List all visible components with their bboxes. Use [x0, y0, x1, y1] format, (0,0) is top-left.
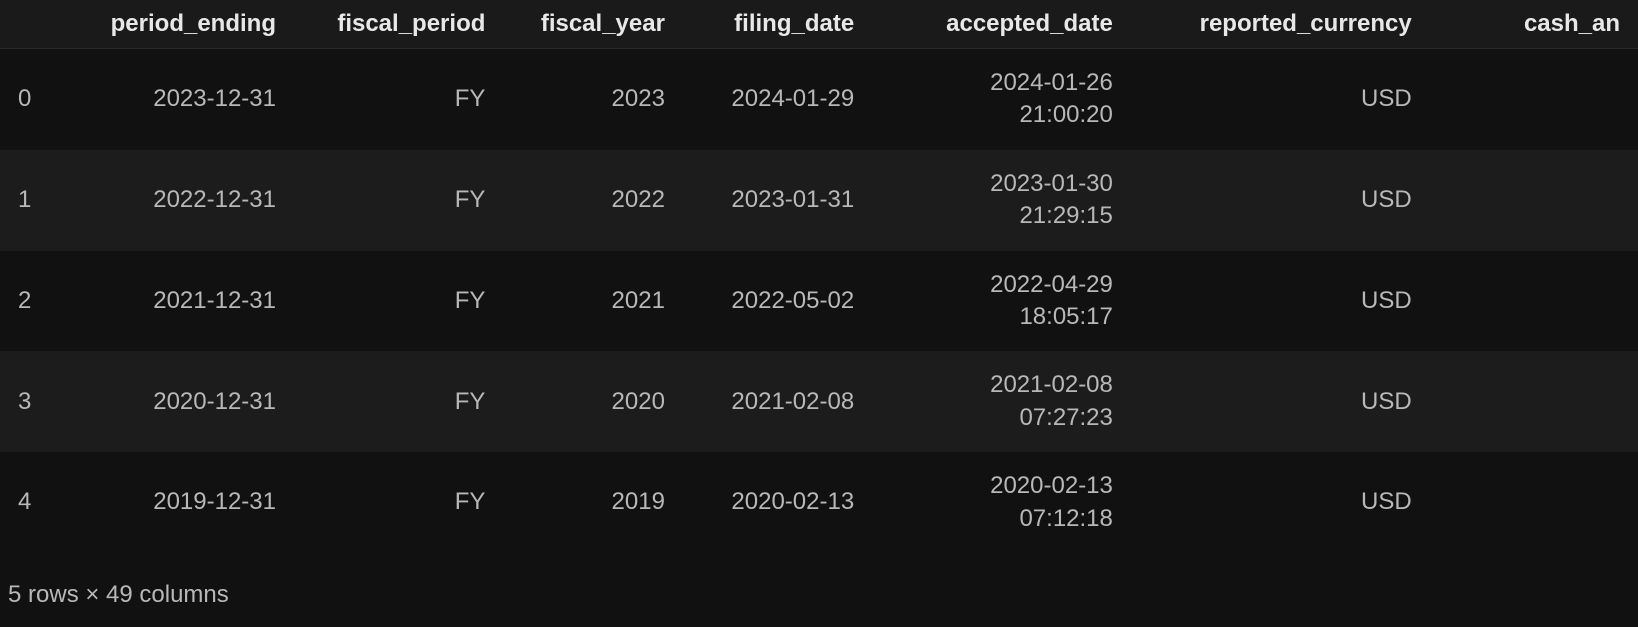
cell-fiscal-year: 2019	[503, 452, 683, 553]
cell-reported-currency: USD	[1131, 452, 1430, 553]
index-header	[0, 0, 55, 49]
table-row: 4 2019-12-31 FY 2019 2020-02-13 2020-02-…	[0, 452, 1638, 553]
cell-period-ending: 2022-12-31	[55, 150, 294, 251]
cell-fiscal-period: FY	[294, 452, 503, 553]
cell-fiscal-period: FY	[294, 251, 503, 352]
cell-filing-date: 2024-01-29	[683, 49, 872, 150]
cell-filing-date: 2022-05-02	[683, 251, 872, 352]
table-row: 3 2020-12-31 FY 2020 2021-02-08 2021-02-…	[0, 351, 1638, 452]
cell-cash	[1430, 49, 1638, 150]
column-header-fiscal-year: fiscal_year	[503, 0, 683, 49]
cell-fiscal-year: 2021	[503, 251, 683, 352]
dataframe-shape-footer: 5 rows × 49 columns	[0, 553, 1638, 627]
cell-accepted-date: 2023-01-30 21:29:15	[872, 150, 1131, 251]
cell-filing-date: 2020-02-13	[683, 452, 872, 553]
cell-reported-currency: USD	[1131, 251, 1430, 352]
dataframe-table-container: period_ending fiscal_period fiscal_year …	[0, 0, 1638, 553]
row-index: 3	[0, 351, 55, 452]
row-index: 4	[0, 452, 55, 553]
cell-accepted-date: 2020-02-13 07:12:18	[872, 452, 1131, 553]
cell-cash	[1430, 452, 1638, 553]
cell-period-ending: 2020-12-31	[55, 351, 294, 452]
cell-filing-date: 2023-01-31	[683, 150, 872, 251]
cell-fiscal-period: FY	[294, 49, 503, 150]
cell-accepted-date: 2024-01-26 21:00:20	[872, 49, 1131, 150]
table-header-row: period_ending fiscal_period fiscal_year …	[0, 0, 1638, 49]
table-row: 1 2022-12-31 FY 2022 2023-01-31 2023-01-…	[0, 150, 1638, 251]
cell-accepted-date: 2021-02-08 07:27:23	[872, 351, 1131, 452]
cell-reported-currency: USD	[1131, 150, 1430, 251]
column-header-fiscal-period: fiscal_period	[294, 0, 503, 49]
cell-period-ending: 2019-12-31	[55, 452, 294, 553]
cell-fiscal-year: 2022	[503, 150, 683, 251]
cell-fiscal-period: FY	[294, 351, 503, 452]
cell-reported-currency: USD	[1131, 49, 1430, 150]
cell-accepted-date: 2022-04-29 18:05:17	[872, 251, 1131, 352]
cell-period-ending: 2021-12-31	[55, 251, 294, 352]
column-header-reported-currency: reported_currency	[1131, 0, 1430, 49]
column-header-accepted-date: accepted_date	[872, 0, 1131, 49]
cell-filing-date: 2021-02-08	[683, 351, 872, 452]
cell-reported-currency: USD	[1131, 351, 1430, 452]
cell-cash	[1430, 251, 1638, 352]
column-header-period-ending: period_ending	[55, 0, 294, 49]
cell-fiscal-year: 2023	[503, 49, 683, 150]
cell-period-ending: 2023-12-31	[55, 49, 294, 150]
cell-fiscal-year: 2020	[503, 351, 683, 452]
cell-fiscal-period: FY	[294, 150, 503, 251]
table-row: 2 2021-12-31 FY 2021 2022-05-02 2022-04-…	[0, 251, 1638, 352]
cell-cash	[1430, 351, 1638, 452]
column-header-filing-date: filing_date	[683, 0, 872, 49]
dataframe-table: period_ending fiscal_period fiscal_year …	[0, 0, 1638, 553]
cell-cash	[1430, 150, 1638, 251]
table-row: 0 2023-12-31 FY 2023 2024-01-29 2024-01-…	[0, 49, 1638, 150]
column-header-cash: cash_an	[1430, 0, 1638, 49]
row-index: 0	[0, 49, 55, 150]
row-index: 1	[0, 150, 55, 251]
row-index: 2	[0, 251, 55, 352]
